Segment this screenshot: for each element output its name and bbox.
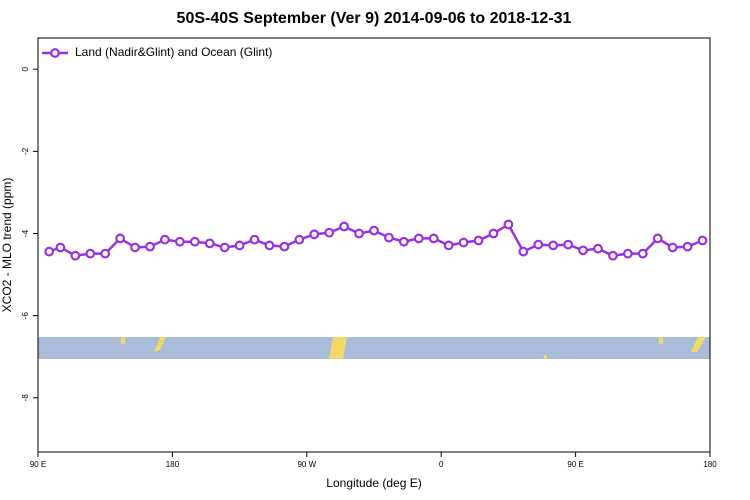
legend-label: Land (Nadir&Glint) and Ocean (Glint) bbox=[75, 45, 272, 59]
point bbox=[145, 241, 155, 252]
plot-frame bbox=[37, 37, 711, 453]
point bbox=[294, 234, 305, 245]
point bbox=[637, 248, 648, 259]
point bbox=[219, 242, 230, 253]
point bbox=[473, 235, 484, 246]
land-patches bbox=[121, 337, 706, 359]
point bbox=[652, 233, 663, 244]
point bbox=[279, 241, 290, 252]
point bbox=[70, 250, 81, 261]
point bbox=[488, 228, 499, 239]
legend-marker bbox=[50, 48, 60, 58]
point bbox=[234, 240, 245, 251]
point bbox=[204, 238, 215, 249]
x-tick-label: 90 E bbox=[30, 460, 46, 469]
chart-title: 50S-40S September (Ver 9) 2014-09-06 to … bbox=[177, 10, 572, 27]
point bbox=[369, 225, 379, 236]
x-tick-label: 0 bbox=[439, 460, 444, 469]
point bbox=[324, 227, 335, 238]
point bbox=[593, 243, 603, 254]
point bbox=[608, 250, 618, 261]
point bbox=[115, 233, 126, 244]
latitude-band bbox=[38, 337, 710, 359]
x-axis-label: Longitude (deg E) bbox=[326, 476, 421, 490]
x-tick-label: 180 bbox=[703, 460, 717, 469]
point bbox=[667, 242, 678, 253]
point bbox=[428, 233, 439, 244]
y-tick-label: -2 bbox=[21, 147, 30, 155]
point bbox=[354, 228, 364, 239]
point bbox=[189, 236, 200, 247]
point bbox=[264, 240, 275, 251]
y-tick-label: -6 bbox=[21, 312, 30, 320]
x-tick-label: 180 bbox=[166, 460, 180, 469]
point bbox=[443, 240, 454, 251]
point bbox=[503, 219, 514, 230]
point bbox=[100, 248, 111, 259]
point bbox=[578, 245, 588, 256]
point bbox=[130, 242, 140, 253]
point bbox=[682, 241, 693, 252]
point bbox=[384, 232, 394, 243]
point bbox=[458, 237, 469, 248]
y-tick-label: 0 bbox=[21, 66, 30, 71]
y-tick-label: -8 bbox=[21, 394, 30, 402]
point bbox=[85, 248, 96, 259]
x-tick-label: 90 E bbox=[567, 460, 583, 469]
y-tick-label: -4 bbox=[21, 229, 30, 237]
point bbox=[174, 236, 185, 247]
point bbox=[563, 239, 574, 250]
point bbox=[339, 221, 350, 232]
point bbox=[44, 246, 55, 257]
point bbox=[518, 246, 529, 257]
point bbox=[249, 234, 260, 245]
y-axis-label: XCO2 - MLO trend (ppm) bbox=[0, 178, 14, 313]
point bbox=[413, 233, 424, 244]
point bbox=[55, 242, 66, 253]
point bbox=[697, 235, 708, 246]
x-tick-label: 90 W bbox=[297, 460, 316, 469]
point bbox=[622, 248, 633, 259]
point bbox=[548, 240, 559, 251]
point bbox=[160, 234, 170, 245]
point bbox=[398, 236, 409, 247]
point bbox=[533, 239, 544, 250]
point bbox=[309, 229, 320, 240]
